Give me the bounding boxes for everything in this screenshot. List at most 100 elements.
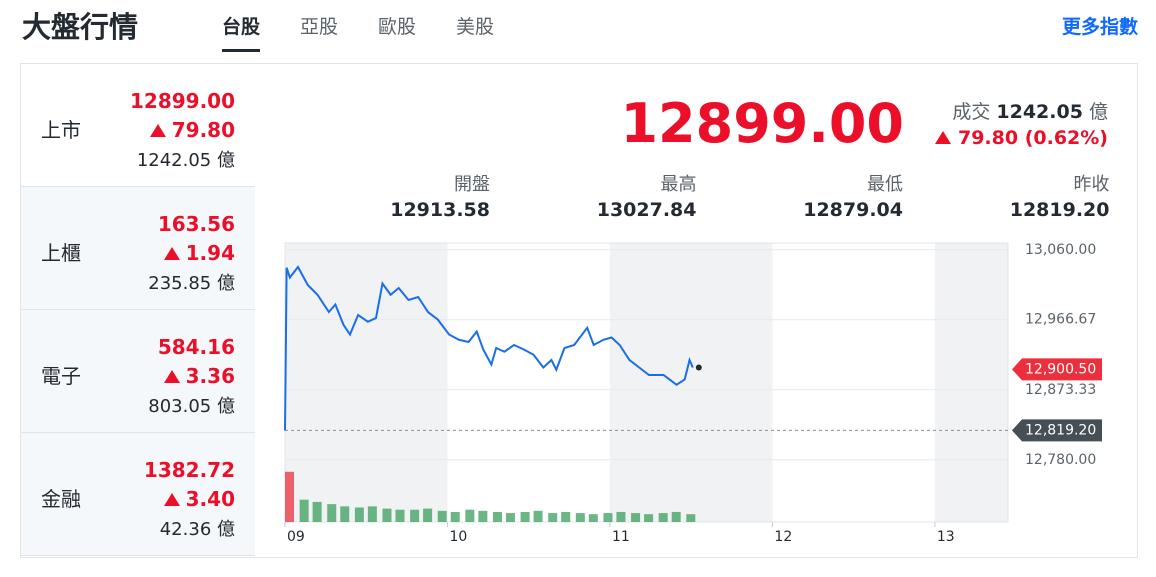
volume-bar bbox=[548, 513, 558, 522]
stat-label: 開盤 bbox=[454, 174, 490, 195]
market-volume: 42.36 億 bbox=[160, 515, 235, 541]
volume-bar bbox=[616, 511, 626, 522]
index-price: 12899.00 bbox=[620, 92, 904, 155]
change-value: 3.40 bbox=[185, 487, 235, 511]
deal: 成交 1242.05 億 bbox=[952, 97, 1108, 124]
up-arrow bbox=[163, 493, 180, 506]
volume-value: 1242.05 bbox=[136, 150, 212, 171]
volume-bar bbox=[423, 508, 433, 522]
deal-value: 1242.05 bbox=[996, 101, 1083, 123]
tab[interactable]: 美股 bbox=[456, 16, 495, 38]
market-name: 金融 bbox=[41, 487, 81, 511]
change-value: 79.80 bbox=[171, 118, 235, 142]
tab[interactable]: 亞股 bbox=[300, 16, 339, 38]
volume-bar bbox=[492, 511, 502, 522]
volume-bar bbox=[285, 471, 294, 522]
up-arrow bbox=[149, 124, 166, 137]
volume-bar bbox=[520, 511, 530, 522]
stat-value: 12819.20 bbox=[1009, 199, 1110, 221]
market-price: 584.16 bbox=[157, 335, 235, 359]
price-tag-label: 12,819.20 bbox=[1025, 422, 1096, 438]
market-volume: 1242.05 億 bbox=[137, 146, 235, 172]
volume-bar bbox=[312, 501, 322, 522]
up-arrow bbox=[163, 370, 180, 383]
last-point bbox=[695, 364, 702, 371]
volume-value: 235.85 bbox=[148, 273, 212, 294]
x-tick-label: 11 bbox=[612, 529, 630, 545]
volume-bar bbox=[644, 514, 654, 522]
market-name: 上櫃 bbox=[41, 241, 81, 265]
volume-bar bbox=[671, 511, 681, 522]
market-price: 163.56 bbox=[157, 212, 235, 236]
stat-label: 昨收 bbox=[1073, 174, 1110, 195]
volume-bar bbox=[450, 511, 460, 522]
volume-unit: 億 bbox=[217, 396, 235, 417]
hour-band bbox=[285, 243, 448, 522]
up-arrow bbox=[163, 247, 180, 260]
y-tick-label: 12,966.67 bbox=[1025, 312, 1096, 328]
market-name: 電子 bbox=[41, 364, 81, 388]
stat-value: 12913.58 bbox=[390, 199, 490, 221]
hour-band bbox=[934, 243, 1008, 522]
volume-bar bbox=[631, 513, 641, 522]
deal-unit: 億 bbox=[1088, 101, 1108, 123]
volume-bar bbox=[465, 509, 475, 522]
hour-band bbox=[609, 243, 773, 522]
tab[interactable]: 台股 bbox=[222, 12, 261, 52]
market-row[interactable]: 上櫃 163.56 1.94 235.85 億 bbox=[21, 187, 255, 310]
tab[interactable]: 歐股 bbox=[378, 16, 417, 38]
page-title: 大盤行情 bbox=[22, 10, 139, 44]
change-pct: (0.62%) bbox=[1024, 127, 1108, 149]
volume-bar bbox=[588, 514, 598, 522]
market-row[interactable]: 電子 584.16 3.36 803.05 億 bbox=[21, 310, 255, 433]
change-value: 79.80 bbox=[957, 127, 1019, 149]
volume-bar bbox=[561, 511, 571, 522]
stat-label: 最高 bbox=[660, 174, 697, 195]
volume-bar bbox=[354, 507, 364, 522]
volume-bar bbox=[382, 508, 392, 522]
volume-bar bbox=[327, 504, 337, 522]
volume-unit: 億 bbox=[217, 150, 235, 171]
volume-bar bbox=[658, 513, 668, 522]
market-volume: 803.05 億 bbox=[148, 392, 235, 418]
market-change: 3.40 bbox=[163, 487, 235, 511]
x-tick-label: 13 bbox=[937, 529, 955, 545]
volume-bar bbox=[686, 514, 696, 522]
volume-unit: 億 bbox=[217, 273, 235, 294]
stat-value: 12879.04 bbox=[803, 199, 903, 221]
volume-unit: 億 bbox=[217, 519, 235, 540]
volume-bar bbox=[410, 509, 420, 522]
y-tick-label: 13,060.00 bbox=[1025, 242, 1096, 258]
volume-bar bbox=[367, 506, 377, 522]
deal-label: 成交 bbox=[952, 101, 991, 123]
market-price: 12899.00 bbox=[129, 89, 235, 113]
market-volume: 235.85 億 bbox=[148, 269, 235, 295]
x-tick-label: 09 bbox=[287, 529, 305, 545]
volume-bar bbox=[299, 499, 309, 522]
stat-label: 最低 bbox=[867, 174, 903, 195]
volume-bar bbox=[575, 513, 585, 522]
y-tick-label: 12,780.00 bbox=[1025, 452, 1096, 468]
market-price: 1382.72 bbox=[143, 458, 235, 482]
market-row[interactable]: 上市 12899.00 79.80 1242.05 億 bbox=[21, 64, 255, 187]
y-tick-label: 12,873.33 bbox=[1025, 382, 1096, 398]
panel bbox=[20, 63, 1138, 558]
volume-bar bbox=[478, 510, 488, 522]
price-tag-label: 12,900.50 bbox=[1025, 361, 1096, 377]
volume-value: 42.36 bbox=[159, 519, 212, 540]
volume-bar bbox=[533, 510, 543, 522]
market-change: 1.94 bbox=[163, 241, 235, 265]
more-link[interactable]: 更多指數 bbox=[1061, 16, 1138, 38]
volume-bar bbox=[340, 506, 350, 522]
volume-value: 803.05 bbox=[148, 396, 212, 417]
change-value: 3.36 bbox=[185, 364, 235, 388]
market-row[interactable]: 金融 1382.72 3.40 42.36 億 bbox=[21, 433, 255, 556]
market-change: 79.80 bbox=[149, 118, 235, 142]
x-tick-label: 12 bbox=[774, 529, 792, 545]
price-tag bbox=[1012, 419, 1102, 442]
x-tick-label: 10 bbox=[449, 529, 467, 545]
stat-value: 13027.84 bbox=[596, 199, 697, 221]
volume-bar bbox=[437, 510, 447, 522]
